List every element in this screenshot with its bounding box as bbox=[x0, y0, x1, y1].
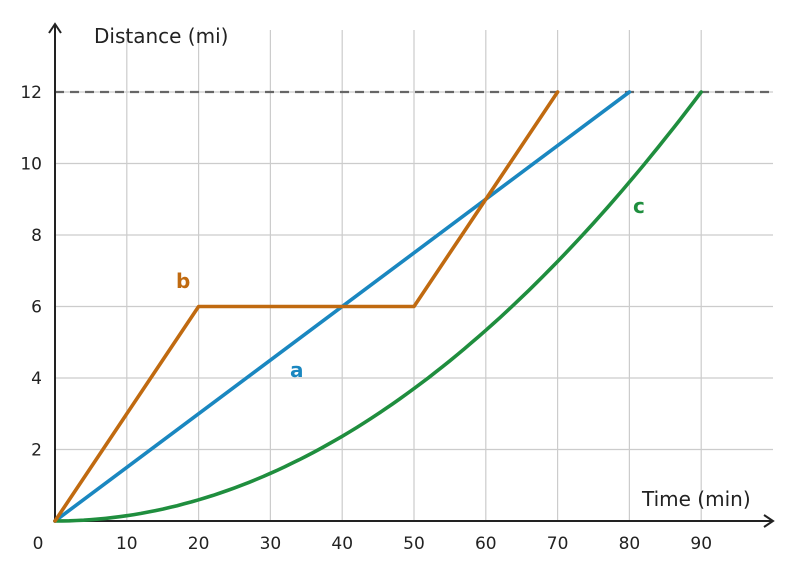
y-tick-label: 8 bbox=[31, 226, 42, 246]
x-tick-label: 40 bbox=[331, 534, 353, 554]
y-axis-arrowhead bbox=[48, 22, 62, 34]
series-lines bbox=[53, 90, 703, 523]
series-label-b: b bbox=[176, 269, 190, 293]
series-line-b bbox=[53, 90, 560, 523]
y-axis-title: Distance (mi) bbox=[94, 24, 228, 48]
x-tick-label: 30 bbox=[260, 534, 282, 554]
x-tick-label: 60 bbox=[475, 534, 497, 554]
y-tick-label: 10 bbox=[20, 155, 42, 175]
x-tick-label: 20 bbox=[188, 534, 210, 554]
grid bbox=[55, 30, 773, 521]
series-label-c: c bbox=[633, 194, 645, 218]
x-tick-label: 70 bbox=[547, 534, 569, 554]
x-axis-title: Time (min) bbox=[641, 487, 751, 511]
y-tick-label: 2 bbox=[31, 441, 42, 461]
x-tick-label: 50 bbox=[403, 534, 425, 554]
y-tick-label: 6 bbox=[31, 298, 42, 318]
y-tick-label: 12 bbox=[20, 83, 42, 103]
series-label-a: a bbox=[290, 358, 304, 382]
x-axis-arrowhead bbox=[763, 514, 775, 528]
x-tick-label: 0 bbox=[33, 534, 44, 554]
series-line-c bbox=[53, 90, 703, 523]
x-tick-label: 10 bbox=[116, 534, 138, 554]
x-tick-label: 80 bbox=[619, 534, 641, 554]
y-tick-label: 4 bbox=[31, 369, 42, 389]
y-tick-labels: 2 4 6 8 10 12 bbox=[20, 83, 42, 461]
x-tick-label: 90 bbox=[690, 534, 712, 554]
x-tick-labels: 0 10 20 30 40 50 60 70 80 90 bbox=[33, 534, 712, 554]
axes bbox=[48, 22, 775, 528]
